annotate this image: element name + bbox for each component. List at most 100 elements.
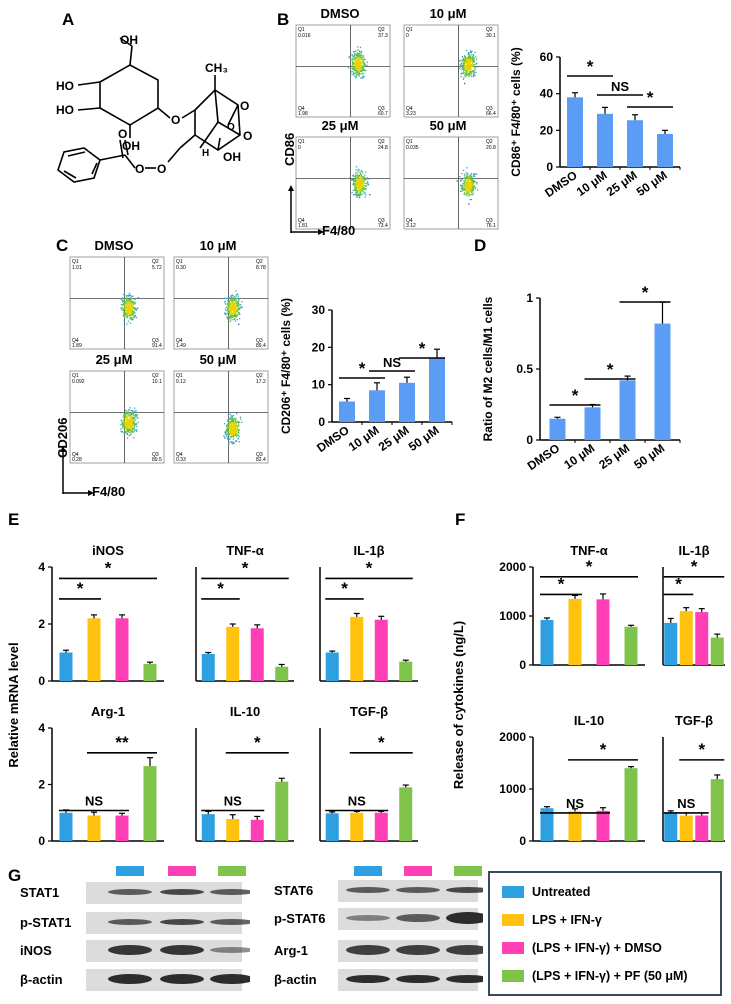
flow-dot — [239, 307, 241, 309]
flow-dot — [228, 303, 230, 306]
flow-dot — [355, 69, 357, 71]
flow-dot — [467, 59, 469, 61]
flow-dot — [356, 174, 359, 176]
flow-dot — [225, 309, 227, 312]
flow-dot — [472, 75, 475, 77]
flow-dot — [361, 177, 363, 179]
flow-dot — [360, 194, 362, 196]
y-tick-label: 2 — [38, 778, 45, 792]
flow-dot — [231, 427, 234, 429]
lane-marker — [218, 866, 246, 876]
flow-dot — [354, 178, 356, 181]
flow-dot — [227, 318, 229, 320]
flow-dot — [123, 426, 125, 428]
flow-dot — [235, 428, 238, 430]
flow-dot — [355, 188, 357, 190]
flow-dot — [228, 434, 230, 436]
flow-dot — [230, 425, 232, 427]
flow-plot: DMSO Q1 1.01 Q2 5.72 Q4 1.89 Q3 91.4 — [62, 238, 166, 354]
flow-dot — [356, 67, 359, 69]
bar — [115, 618, 129, 681]
flow-dot — [355, 172, 357, 174]
flow-dot — [124, 416, 126, 418]
flow-dot — [359, 190, 362, 192]
flow-dot — [130, 426, 133, 428]
flow-dot — [233, 305, 235, 307]
flow-dot — [235, 313, 237, 315]
q3-label: Q3 — [152, 452, 159, 458]
flow-dot — [463, 62, 465, 65]
bar — [664, 813, 678, 841]
flow-dot — [472, 180, 474, 183]
q1-label: Q1 — [72, 373, 79, 379]
flow-dot — [468, 67, 470, 69]
flow-dot — [123, 293, 125, 296]
flow-dot — [364, 58, 366, 61]
flow-dot — [471, 56, 473, 59]
flow-dot — [349, 176, 351, 179]
flow-dot — [460, 72, 462, 75]
flow-dot — [131, 427, 134, 430]
flow-dot — [366, 181, 369, 183]
flow-dot — [351, 178, 354, 180]
flow-dot — [129, 311, 131, 314]
flow-dot — [122, 423, 124, 426]
flow-dot — [233, 423, 235, 425]
flow-dot — [466, 59, 468, 62]
atom-oh: OH — [122, 139, 140, 153]
flow-dot — [231, 416, 234, 419]
flow-dot — [355, 65, 357, 67]
flow-dot — [239, 416, 242, 418]
significance-label: * — [587, 57, 594, 76]
flow-dot — [121, 309, 123, 311]
flow-dot — [364, 185, 367, 188]
flow-dot — [361, 186, 363, 188]
flow-dot — [124, 312, 127, 314]
q3-label: Q3 — [256, 452, 263, 458]
flow-dot — [353, 184, 355, 187]
flow-dot — [364, 188, 366, 190]
chart-e: iNOS024**TNF-α**IL-1β**Arg-1024NS**IL-10… — [6, 543, 418, 848]
flow-dot — [466, 189, 468, 191]
significance-label: * — [572, 386, 579, 405]
flow-dot — [237, 297, 239, 299]
flow-dot — [129, 302, 131, 305]
flow-dot — [470, 190, 473, 192]
flow-dot — [235, 290, 237, 292]
flow-dot — [230, 433, 232, 436]
flow-dot — [235, 425, 237, 428]
flow-dot — [350, 53, 352, 55]
q3-label: Q3 — [152, 338, 159, 344]
bar — [567, 97, 583, 167]
flow-dot — [232, 419, 234, 421]
subplot-title: TNF-α — [570, 543, 608, 558]
legend-swatch-lps — [502, 914, 524, 926]
flow-dot — [226, 317, 229, 319]
flow-dot — [237, 421, 240, 423]
flow-dot — [467, 185, 469, 187]
flow-dot — [466, 182, 469, 185]
flow-dot — [228, 427, 231, 430]
flow-dot — [358, 74, 360, 76]
flow-dot — [125, 410, 128, 412]
flow-dot — [224, 431, 227, 434]
flow-dot — [127, 301, 129, 304]
flow-dot — [227, 309, 229, 311]
flow-dot — [464, 72, 466, 74]
flow-dot — [467, 68, 469, 71]
flow-dot — [361, 193, 364, 195]
q3-value: 82.4 — [256, 457, 266, 463]
flow-dot — [468, 70, 470, 72]
flow-dot — [237, 306, 239, 308]
flow-dot — [358, 193, 360, 196]
flow-dot — [357, 175, 359, 178]
flow-dot — [473, 181, 476, 183]
flow-dot — [230, 432, 232, 435]
flow-dot — [360, 64, 363, 66]
flow-dot — [465, 75, 467, 78]
flow-dot — [365, 171, 367, 173]
flow-dot — [234, 320, 236, 322]
flow-dot — [360, 177, 362, 179]
flow-dot — [127, 410, 129, 413]
flow-dot — [237, 438, 239, 440]
